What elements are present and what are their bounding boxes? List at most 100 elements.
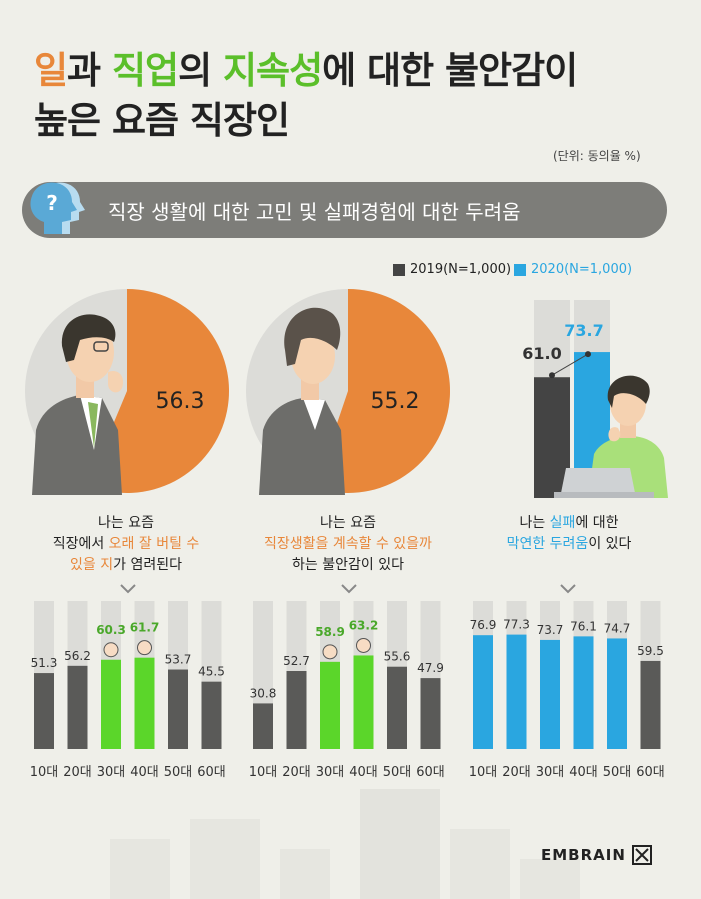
banner-text: 직장 생활에 대한 고민 및 실패경험에 대한 두려움 [108,200,521,224]
caption-2: 나는 요즘 직장생활을 계속할 수 있을까 하는 불안감이 있다 [233,513,463,576]
legend-2020: 2020(N=1,000) [514,262,632,277]
title-seg: 일 [34,49,68,92]
caption-1: 나는 요즘 직장에서 오래 잘 버틸 수 있을 지가 염려된다 [11,513,241,576]
bar-10대 [473,635,493,749]
bar-label-2019: 61.0 [522,344,561,363]
category-label: 10대 [30,765,59,780]
bar-value-label: 45.5 [198,665,225,679]
caption-highlight: 실패 [549,515,576,531]
pie-chart-2: 55.2 [246,289,450,495]
young-man-laptop-illustration [554,375,668,498]
page-title: 일과 직업의 지속성에 대한 불안감이 높은 요즘 직장인 [34,46,578,146]
bar-50대 [168,669,188,749]
bar-value-label: 77.3 [503,618,530,632]
category-label: 10대 [469,765,498,780]
bar-value-label: 55.6 [384,650,411,664]
bar-value-label: 60.3 [96,623,126,637]
bar-value-label: 76.1 [570,619,597,633]
legend-2019: 2019(N=1,000) [393,262,511,277]
bar-2019 [534,377,570,498]
bar-30대 [540,639,560,749]
legend-label-2020: 2020(N=1,000) [531,262,633,277]
bar-value-label: 63.2 [349,618,379,632]
title-seg: 지속성 [222,49,323,92]
caption-seg: 에 대한 [575,515,619,531]
bar-value-label: 52.7 [283,654,310,668]
bar-20대 [286,671,307,749]
bar-value-label: 51.3 [31,656,58,670]
bar-60대 [420,678,441,749]
bar-50대 [387,666,407,749]
caption-line: 나는 요즘 [98,515,154,531]
category-label: 30대 [316,765,345,780]
brand-logo: EMBRAIN [541,845,652,865]
bar-value-label: 59.5 [637,644,664,658]
bar-40대 [353,655,374,749]
title-seg: 과 [67,49,112,92]
category-label: 50대 [603,765,632,780]
category-label: 40대 [130,765,159,780]
chevron-down-icon [120,584,136,594]
brand-name: EMBRAIN [541,846,626,864]
trend-line [551,353,589,376]
bar-60대 [201,681,222,749]
bar-value-label: 61.7 [130,621,160,635]
bar-value-label: 56.2 [64,649,91,663]
bar-value-label: 74.7 [604,621,631,635]
caption-seg: 가 염려된다 [113,557,182,573]
title-line-1: 일과 직업의 지속성에 대한 불안감이 [34,49,578,92]
section-banner: ? 직장 생활에 대한 고민 및 실패경험에 대한 두려움 [22,182,667,238]
title-line-2: 높은 요즘 직장인 [34,99,290,142]
legend-swatch-2019 [393,263,405,276]
face-icon [322,644,338,660]
face-icon [103,642,119,658]
svg-text:?: ? [46,191,58,215]
trend-dot-2020 [585,351,591,358]
city-skyline-background [110,789,580,899]
bar-value-label: 53.7 [165,653,192,667]
chevron-down-icon [341,584,357,594]
bar-10대 [34,673,54,749]
bar-30대 [320,661,340,749]
embrain-logo-icon [631,845,652,865]
category-label: 20대 [502,765,531,780]
category-label: 10대 [249,765,278,780]
bar-30대 [101,659,121,749]
category-label: 30대 [97,765,126,780]
chevron-down-icon [560,584,576,594]
face-icon [137,640,152,656]
caption-highlight: 막연한 두려움 [506,536,589,552]
head-question-icon: ? [30,182,85,234]
face-icon [356,637,371,653]
caption-seg: 이 있다 [588,536,632,552]
bar-20대 [67,665,88,749]
category-label: 60대 [636,765,665,780]
bar-10대 [253,703,273,749]
caption-line: 나는 요즘 [320,515,376,531]
bar-value-label: 30.8 [250,686,277,700]
pie-value-label: 56.3 [156,389,205,414]
title-seg: 직업 [111,49,179,92]
age-bar-chart-3: 76.9 10대 77.3 20대 73.7 30대 76.1 40대 74.7 50대 59.5 6… [469,601,665,780]
caption-highlight: 있을 지 [70,557,114,573]
legend-label-2019: 2019(N=1,000) [410,262,512,277]
caption-seg: 직장에서 [52,536,109,552]
bar-value-label: 58.9 [315,625,345,639]
category-label: 50대 [383,765,412,780]
pie-value-label: 55.2 [371,389,420,414]
category-label: 40대 [349,765,378,780]
bar-value-label: 73.7 [537,623,564,637]
legend-swatch-2020 [514,263,526,276]
bar-label-2020: 73.7 [564,321,603,340]
category-label: 40대 [569,765,598,780]
caption-3: 나는 실패에 대한 막연한 두려움이 있다 [454,513,684,555]
category-label: 30대 [536,765,565,780]
bar-40대 [573,636,594,749]
caption-seg: 나는 [519,515,550,531]
category-label: 60대 [197,765,226,780]
category-label: 20대 [282,765,311,780]
bar-value-label: 47.9 [417,661,444,675]
bar-60대 [640,660,661,749]
caption-highlight: 오래 잘 버틸 수 [108,536,200,552]
bar-20대 [506,634,527,749]
